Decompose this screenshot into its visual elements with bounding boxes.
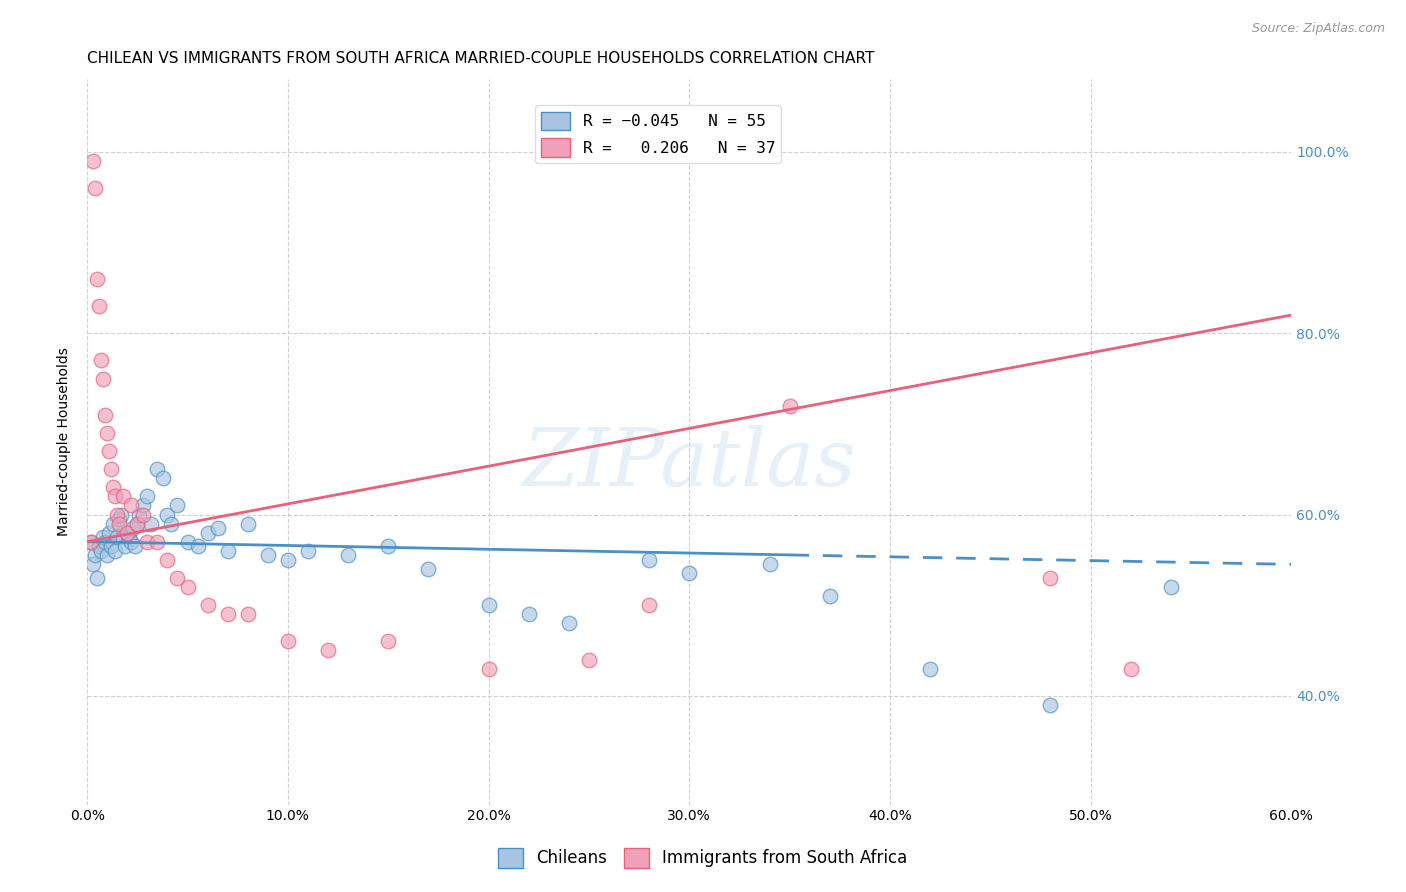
Point (779, 399, 801, 413)
Point (127, 516, 149, 531)
Point (146, 534, 169, 549)
Legend: R = −0.045   N = 55, R =   0.206   N = 37: R = −0.045 N = 55, R = 0.206 N = 37 (534, 105, 782, 163)
Point (124, 539, 146, 553)
Point (638, 553, 661, 567)
Point (377, 539, 399, 553)
Point (89, 539, 111, 553)
Point (100, 462, 122, 476)
Point (90, 543, 112, 558)
Point (1039, 698, 1062, 712)
Point (1039, 571, 1062, 585)
Point (316, 643, 339, 657)
Point (104, 543, 127, 558)
Point (207, 521, 229, 535)
Point (418, 562, 440, 576)
Point (105, 530, 128, 544)
Point (176, 534, 198, 549)
Point (80, 534, 103, 549)
Point (96, 549, 118, 563)
Point (132, 508, 155, 522)
Point (103, 480, 125, 494)
Point (160, 516, 183, 531)
Point (120, 499, 142, 513)
Point (337, 549, 360, 563)
Point (128, 508, 150, 522)
Point (758, 558, 780, 572)
Point (90, 353, 112, 368)
Point (186, 539, 208, 553)
Point (100, 539, 122, 553)
Point (146, 462, 169, 476)
Text: CHILEAN VS IMMIGRANTS FROM SOUTH AFRICA MARRIED-COUPLE HOUSEHOLDS CORRELATION CH: CHILEAN VS IMMIGRANTS FROM SOUTH AFRICA … (87, 51, 875, 66)
Point (114, 539, 136, 553)
Point (94, 534, 117, 549)
Point (104, 489, 127, 503)
Point (818, 589, 841, 603)
Point (141, 516, 163, 531)
Point (156, 508, 179, 522)
Point (217, 607, 239, 622)
Point (120, 534, 142, 549)
Point (91, 371, 114, 385)
Point (277, 634, 299, 648)
Point (236, 607, 259, 622)
Point (108, 516, 131, 531)
Point (82, 558, 104, 572)
Point (80, 534, 103, 549)
Point (98, 444, 121, 458)
Point (558, 616, 581, 631)
Point (377, 634, 399, 648)
Point (96, 425, 118, 440)
Point (98, 525, 121, 540)
Point (118, 530, 141, 544)
Point (477, 598, 499, 612)
Point (1160, 580, 1182, 594)
Point (112, 530, 135, 544)
Point (82, 153, 104, 168)
Point (678, 566, 700, 581)
Point (156, 553, 179, 567)
Text: ZIPatlas: ZIPatlas (523, 425, 856, 502)
Point (117, 525, 139, 540)
Point (110, 508, 132, 522)
Point (122, 521, 145, 535)
Point (517, 607, 540, 622)
Point (920, 662, 942, 676)
Point (86, 571, 108, 585)
Point (1119, 662, 1142, 676)
Point (105, 508, 128, 522)
Point (578, 652, 600, 666)
Point (166, 499, 188, 513)
Point (84, 181, 107, 195)
Point (166, 571, 188, 585)
Point (86, 272, 108, 286)
Point (103, 516, 125, 531)
Point (217, 543, 239, 558)
Point (108, 512, 131, 526)
Point (297, 543, 319, 558)
Point (197, 598, 219, 612)
Point (477, 662, 499, 676)
Point (132, 499, 155, 513)
Text: Source: ZipAtlas.com: Source: ZipAtlas.com (1251, 22, 1385, 36)
Point (94, 408, 117, 422)
Y-axis label: Married-couple Households: Married-couple Households (58, 348, 72, 536)
Point (197, 525, 219, 540)
Point (89, 299, 111, 313)
Point (91, 530, 114, 544)
Point (136, 534, 159, 549)
Point (256, 549, 278, 563)
Point (176, 580, 198, 594)
Point (84, 549, 107, 563)
Point (236, 516, 259, 531)
Point (136, 489, 159, 503)
Legend: Chileans, Immigrants from South Africa: Chileans, Immigrants from South Africa (492, 841, 914, 875)
Point (127, 516, 149, 531)
Point (277, 553, 299, 567)
Point (152, 471, 174, 485)
Point (117, 525, 139, 540)
Point (638, 598, 661, 612)
Point (112, 489, 135, 503)
